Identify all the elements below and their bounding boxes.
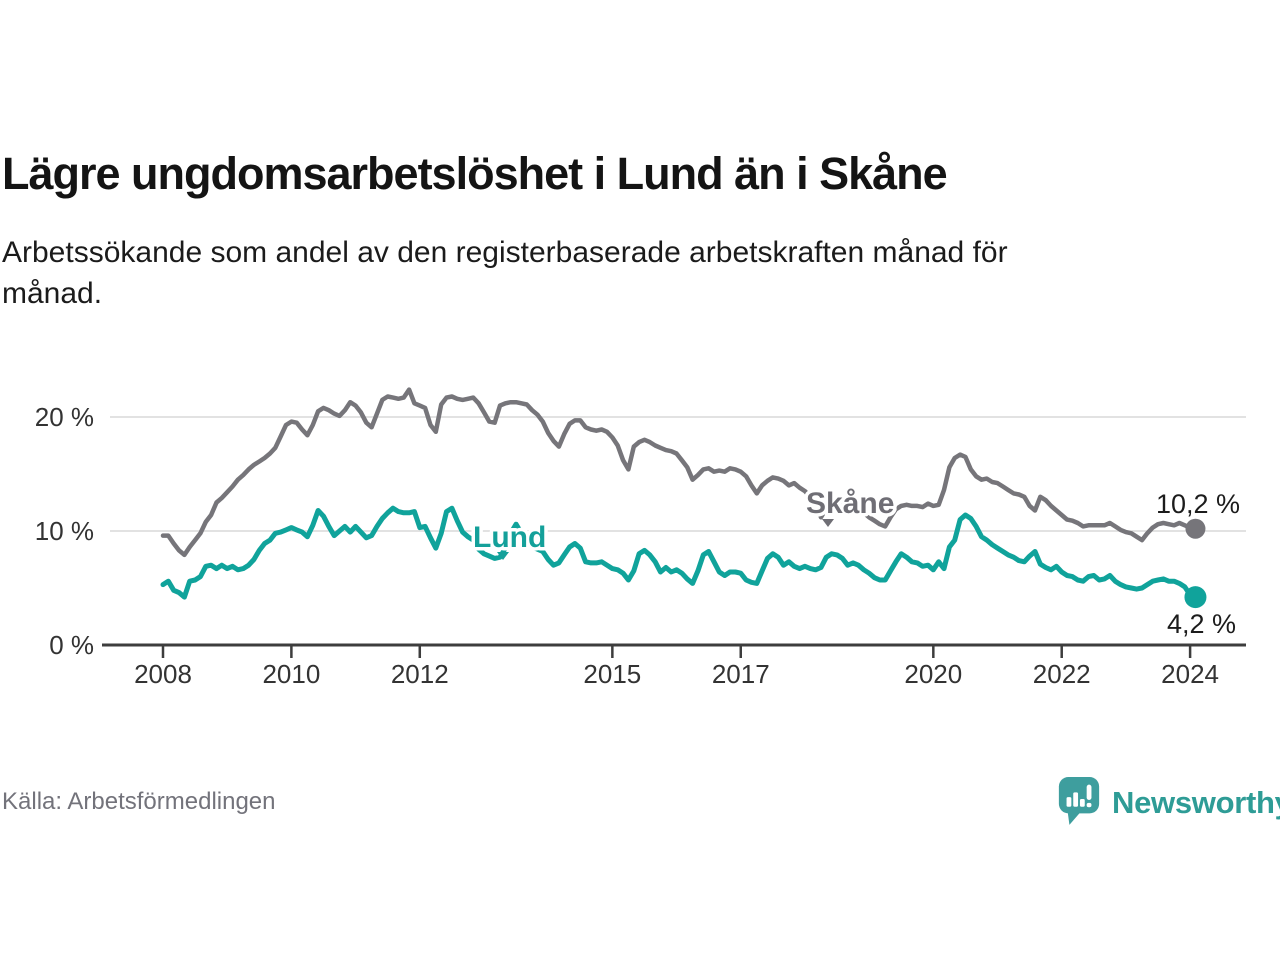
source-note: Källa: Arbetsförmedlingen <box>2 788 276 815</box>
x-tick-label: 2008 <box>134 659 192 689</box>
x-tick-label: 2017 <box>712 659 770 689</box>
lund-line <box>160 505 1198 600</box>
x-tick-label: 2022 <box>1033 659 1091 689</box>
lund-series-label: Lund <box>473 521 546 554</box>
chart: 2008 2010 2012 2015 2017 2020 2022 2024 20 % 10 %… <box>0 370 1280 700</box>
chart-svg: 2008 2010 2012 2015 2017 2020 2022 2024 20 % 10 %… <box>35 387 1246 689</box>
skåne-label-pointer <box>822 519 834 527</box>
page-title: Lägre ungdomsarbetslöshet i Lund än i Sk… <box>2 148 948 199</box>
skåne-end-label: 10,2 % <box>1156 489 1240 519</box>
x-tick-label: 2024 <box>1161 659 1219 689</box>
logo-bubble <box>1058 777 1100 814</box>
y-tick-label: 20 % <box>35 402 94 432</box>
newsworthy-logo-text: Newsworthy <box>1112 784 1280 820</box>
skåne-series-label: Skåne <box>806 487 894 520</box>
y-tick-label: 0 % <box>49 630 94 660</box>
y-tick-label: 10 % <box>35 516 94 546</box>
x-tick-label: 2015 <box>583 659 641 689</box>
skåne-end-dot <box>1185 518 1206 539</box>
newsworthy-logo: Newsworthy <box>1056 774 1280 831</box>
logo-bubble-tail <box>1067 810 1082 825</box>
newsworthy-logo-icon <box>1056 774 1102 831</box>
lund-label-pointer <box>497 552 509 560</box>
page-subtitle: Arbetssökande som andel av den registerb… <box>2 236 1008 311</box>
x-tick-label: 2010 <box>262 659 320 689</box>
lund-end-label: 4,2 % <box>1167 609 1236 639</box>
x-tick-label: 2020 <box>904 659 962 689</box>
x-tick-label: 2012 <box>391 659 449 689</box>
lund-end-dot <box>1184 586 1207 609</box>
skåne-line <box>160 387 1198 558</box>
